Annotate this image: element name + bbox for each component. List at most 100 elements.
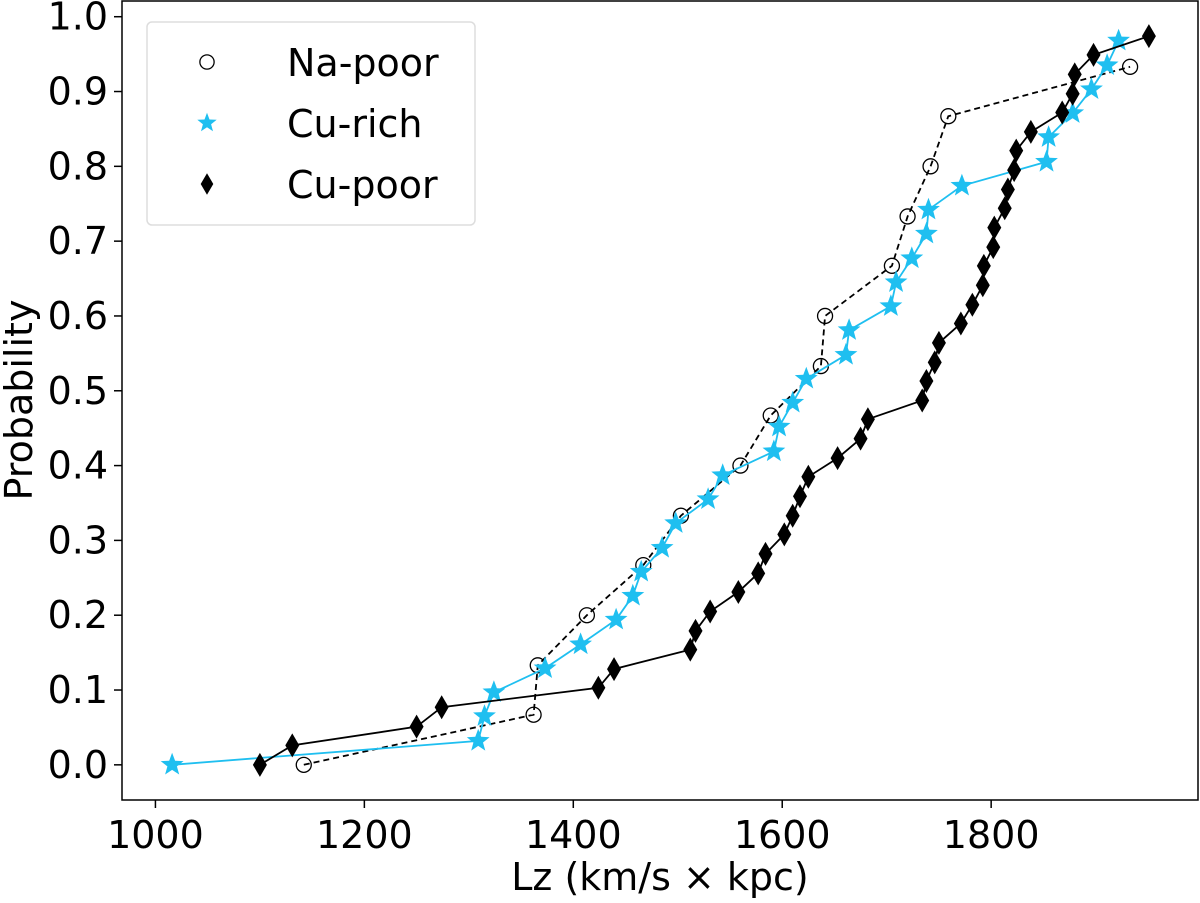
data-point-circle [732,457,749,474]
data-point-diamond [434,695,449,720]
data-point-diamond [703,599,718,624]
y-tick-label: 0.9 [48,70,108,114]
data-point-star [762,439,786,462]
data-point-diamond [285,733,300,758]
data-point-star [794,366,818,389]
data-point-diamond [200,173,214,195]
legend-item-cu-rich: Cu-rich [197,102,423,146]
data-point-star [1061,101,1085,123]
data-point-star [884,270,908,292]
data-point-star [1095,53,1119,75]
data-point-diamond [987,215,1002,240]
data-point-star [879,294,903,316]
data-point-star [160,752,184,775]
data-point-diamond [409,714,424,739]
legend-item-cu-poor: Cu-poor [200,163,438,207]
data-point-star [466,728,490,751]
data-point-star [533,656,557,678]
data-point-diamond [758,541,773,566]
data-point-diamond [919,369,934,394]
data-point-diamond [801,464,816,489]
data-point-diamond [607,657,622,682]
data-point-diamond [777,522,792,547]
data-point-star [1080,77,1103,99]
plot-frame [121,0,1199,801]
data-point-star [917,197,940,220]
series-na-poor [295,58,1139,773]
data-point-circle [1121,58,1139,75]
data-point-star [604,607,628,630]
y-axis: 0.0 0.1 0.2 0.3 0.4 0.5 0.6 0.7 0.8 0.9 1.0 [48,0,122,787]
data-point-circle [899,208,916,225]
data-point-diamond [1055,100,1070,125]
data-point-diamond [976,253,991,278]
data-point-star [1037,125,1060,147]
data-point-circle [295,756,312,773]
data-point-star [664,511,688,533]
x-tick-label: 1200 [316,813,413,857]
data-point-diamond [1086,42,1101,67]
data-point-diamond [1067,62,1082,87]
data-point-star [569,632,592,655]
data-point-circle [525,706,542,723]
data-point-diamond [252,752,267,777]
data-point-circle [883,257,901,274]
data-point-diamond [1023,119,1038,144]
series-cu-rich [160,28,1130,775]
data-point-star [781,390,805,413]
series-line [303,65,1131,766]
x-tick-label: 1400 [525,813,622,857]
data-point-star [837,318,861,340]
data-point-diamond [975,273,990,298]
data-point-diamond [965,292,980,317]
data-point-star [696,487,720,509]
legend-item-na-poor: Na-poor [199,41,439,85]
y-tick-label: 0.6 [48,294,108,338]
legend-label: Na-poor [287,41,439,85]
data-point-circle [762,407,779,424]
data-point-star [482,680,506,702]
data-point-diamond [1007,158,1022,183]
data-point-circle [940,108,957,125]
y-tick-label: 0.3 [48,518,108,562]
data-point-diamond [927,350,942,375]
legend-frame [146,21,476,226]
data-point-diamond [953,311,968,336]
data-point-star [650,535,674,558]
data-point-diamond [830,446,845,471]
data-point-diamond [731,580,746,605]
data-point-star [900,246,924,269]
legend: Na-poor Cu-rich Cu-poor [146,21,476,226]
data-point-star [473,704,496,726]
legend-label: Cu-rich [287,102,423,146]
x-tick-label: 1000 [107,813,204,857]
plot-marks [160,24,1156,777]
data-point-star [197,112,217,132]
y-tick-label: 0.4 [48,444,108,488]
data-point-circle [199,54,215,70]
y-tick-label: 0.7 [48,219,108,263]
data-point-diamond [1000,177,1015,202]
data-point-diamond [683,637,698,662]
x-tick-label: 1800 [943,813,1040,857]
data-point-diamond [751,561,766,586]
data-point-diamond [591,675,606,700]
y-tick-label: 0.8 [48,144,108,188]
data-point-star [834,342,858,365]
data-point-star [629,559,653,582]
data-point-diamond [915,388,930,413]
data-point-diamond [792,484,807,509]
y-tick-label: 1.0 [48,0,108,39]
y-axis-label: Probability [0,300,41,501]
series-cu-poor [252,24,1156,777]
data-point-star [767,414,791,437]
data-point-circle [922,158,939,175]
data-point-diamond [1065,81,1080,106]
data-point-star [950,173,974,196]
y-tick-label: 0.0 [48,743,108,787]
legend-label: Cu-poor [287,163,438,207]
data-point-diamond [1009,138,1024,163]
y-tick-label: 0.5 [48,369,108,413]
data-point-circle [816,307,834,325]
